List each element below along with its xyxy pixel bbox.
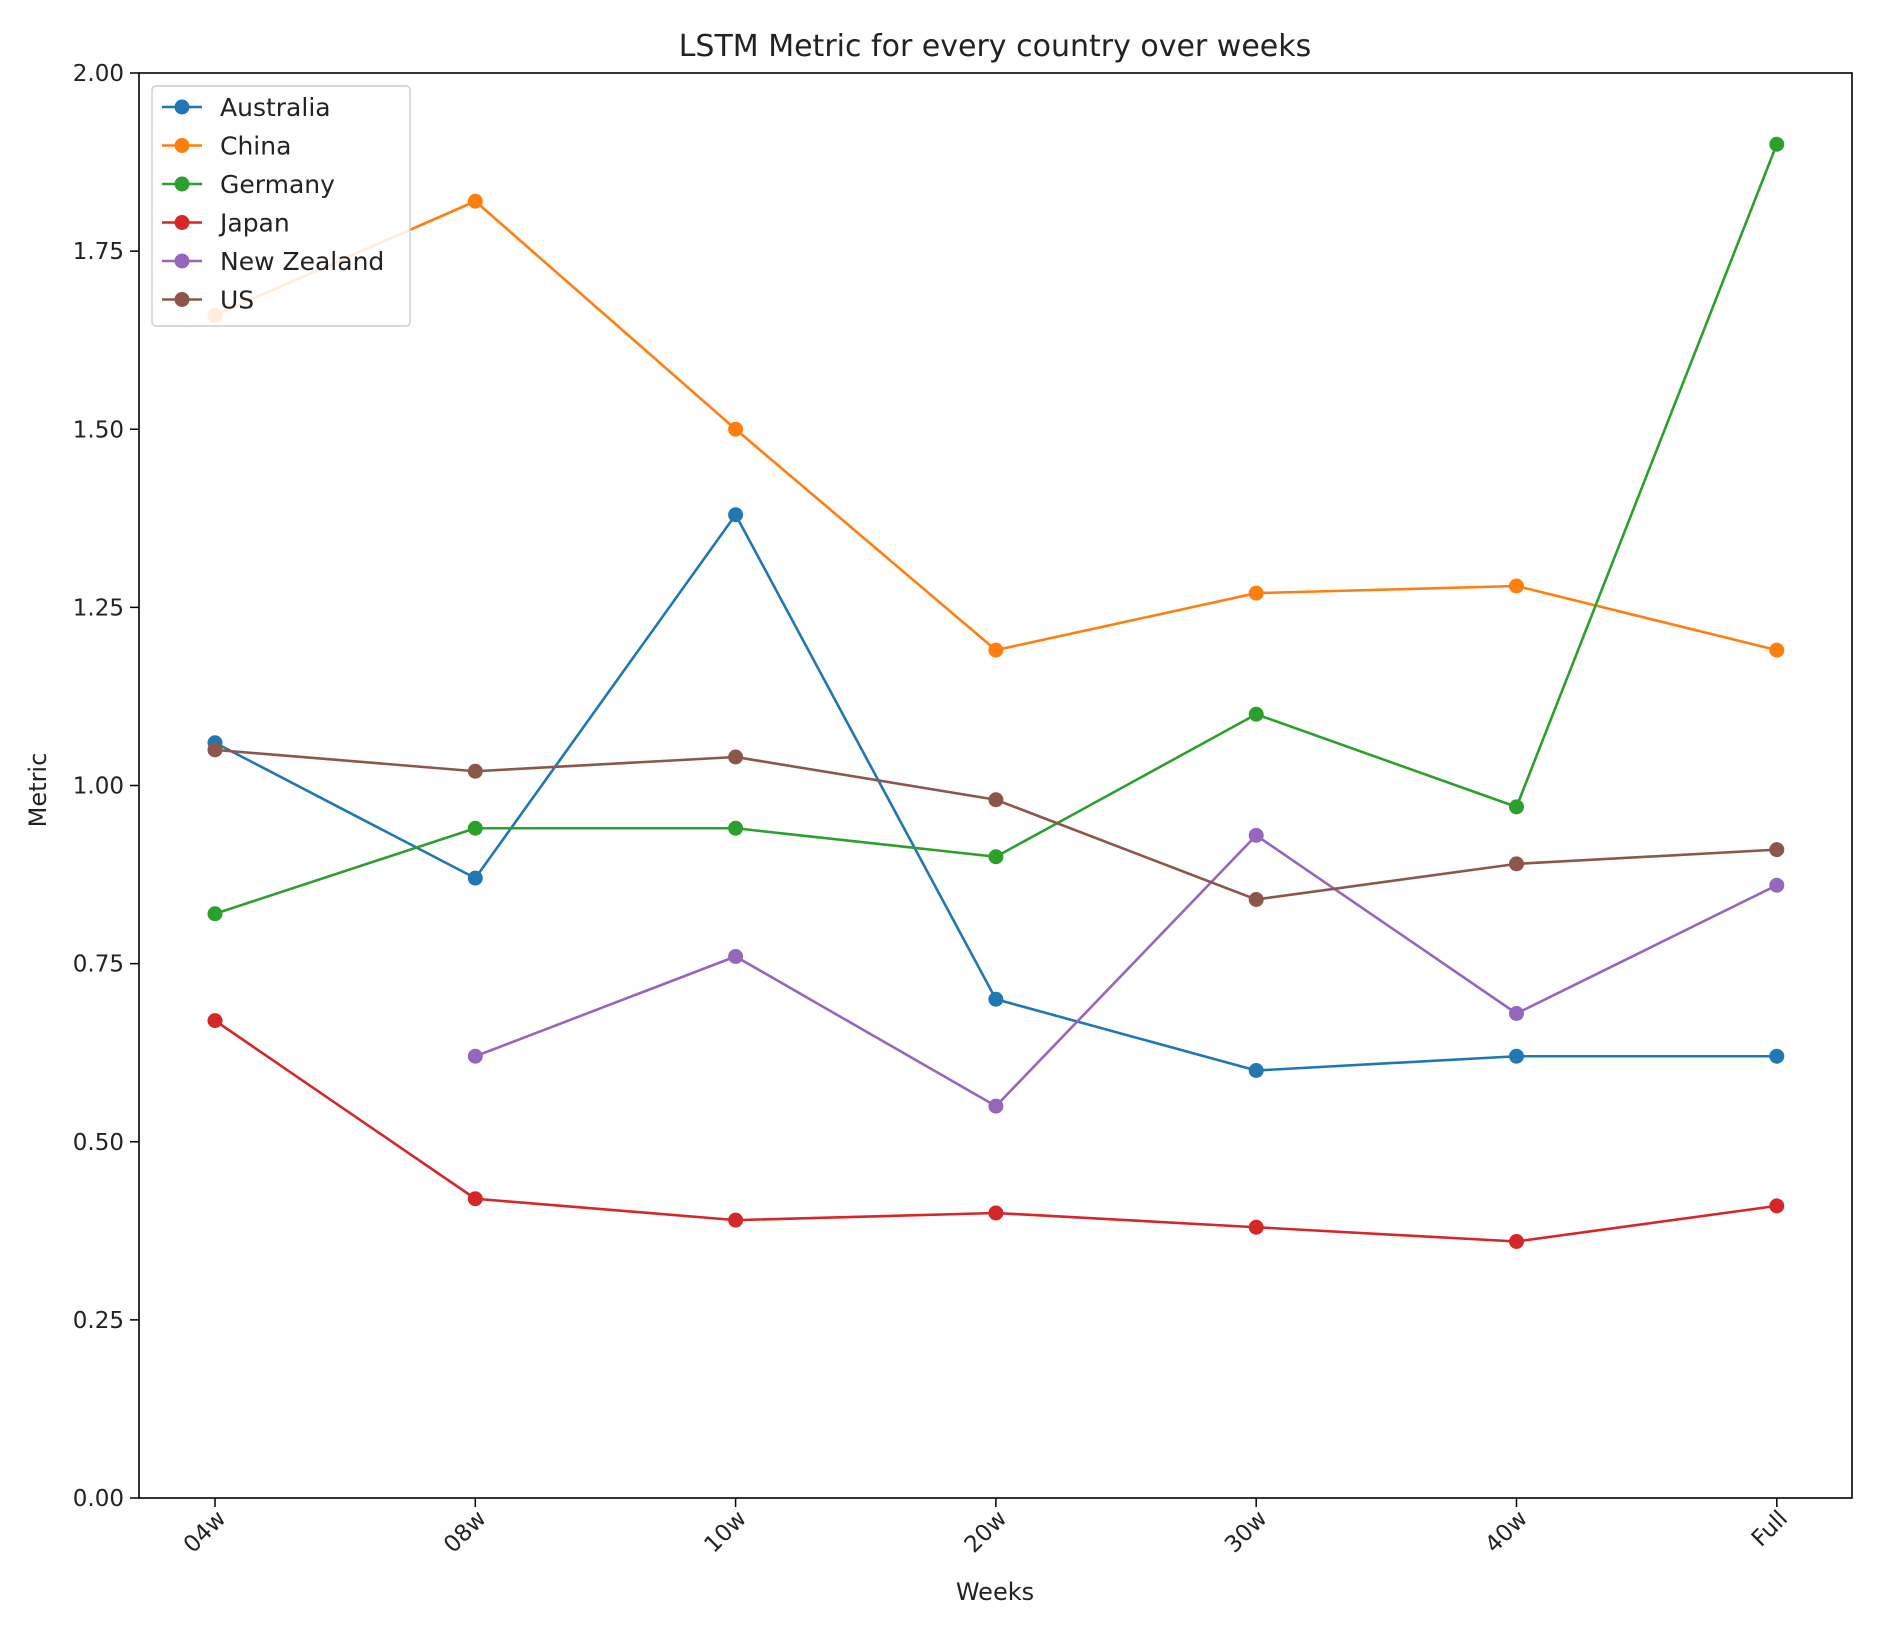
data-point-germany: [728, 820, 744, 836]
x-tick-label: Full: [1747, 1506, 1793, 1552]
legend-swatch-marker: [174, 138, 190, 153]
legend-box: [151, 85, 411, 327]
legend-label: US: [220, 286, 254, 315]
data-point-japan: [467, 1191, 483, 1207]
data-point-china: [467, 193, 483, 209]
data-point-new-zealand: [467, 1048, 483, 1064]
y-tick-label: 0.75: [73, 952, 124, 978]
data-point-germany: [467, 820, 483, 836]
y-tick-label: 0.50: [73, 1130, 124, 1156]
plot-frame: [138, 72, 1853, 1499]
series-china: [207, 193, 1785, 658]
y-axis-ticks: 0.00 0.25 0.50 0.75 1.00 1.25 1.50 1.75 2.00: [73, 61, 139, 1512]
y-tick-label: 1.75: [73, 239, 124, 265]
data-point-germany: [1248, 706, 1264, 722]
data-point-germany: [1769, 136, 1785, 152]
y-tick-label: 1.50: [73, 417, 124, 443]
legend-label: Australia: [220, 93, 331, 122]
data-point-new-zealand: [1769, 877, 1785, 893]
data-point-australia: [1248, 1063, 1264, 1078]
x-axis-ticks: 04w 08w 10w 20w 30w 40w Full: [179, 1498, 1793, 1558]
series-us: [207, 742, 1785, 907]
data-point-china: [988, 642, 1004, 658]
data-point-australia: [467, 870, 483, 886]
legend-label: New Zealand: [220, 247, 384, 276]
data-point-us: [728, 749, 744, 765]
data-point-us: [1509, 856, 1524, 872]
data-point-germany: [1509, 799, 1524, 815]
data-point-china: [1769, 642, 1785, 658]
legend-label: China: [220, 132, 291, 161]
chart-title: LSTM Metric for every country over weeks: [679, 29, 1312, 64]
series-layer: [207, 136, 1785, 1249]
data-point-australia: [728, 507, 744, 523]
series-japan: [207, 1013, 1785, 1249]
data-point-us: [1248, 892, 1264, 907]
data-point-japan: [207, 1013, 223, 1029]
y-axis-title: Metric: [24, 753, 52, 828]
data-point-australia: [988, 991, 1004, 1007]
data-point-japan: [728, 1212, 744, 1228]
y-tick-label: 1.25: [73, 595, 124, 621]
x-tick-label: 10w: [699, 1506, 751, 1558]
series-line-china: [214, 199, 1778, 652]
data-point-new-zealand: [728, 949, 744, 964]
x-tick-label: 04w: [179, 1506, 231, 1558]
legend-label: Japan: [218, 209, 290, 238]
data-point-germany: [988, 849, 1004, 865]
x-tick-label: 30w: [1220, 1506, 1272, 1558]
data-point-china: [728, 421, 744, 437]
data-point-australia: [1509, 1048, 1524, 1064]
series-line-new-zealand: [474, 834, 1778, 1108]
data-point-germany: [207, 906, 223, 922]
data-point-new-zealand: [1248, 827, 1264, 843]
y-tick-label: 1.00: [73, 774, 124, 800]
series-germany: [207, 136, 1785, 922]
data-point-us: [1769, 842, 1785, 858]
x-tick-label: 08w: [439, 1506, 491, 1558]
data-point-china: [1509, 578, 1524, 594]
data-point-new-zealand: [988, 1098, 1004, 1114]
data-point-us: [988, 792, 1004, 808]
data-point-japan: [1248, 1219, 1264, 1235]
legend-swatch-marker: [174, 99, 190, 115]
legend-swatch-marker: [174, 292, 190, 307]
data-point-us: [207, 742, 223, 758]
legend-swatch-marker: [174, 176, 190, 192]
x-axis-title: Weeks: [956, 1578, 1034, 1606]
y-tick-label: 0.00: [73, 1486, 124, 1512]
legend: Australia China Germany Japan New Zealand US: [151, 85, 411, 327]
legend-swatch-marker: [174, 253, 190, 269]
data-point-japan: [1509, 1234, 1524, 1249]
data-point-japan: [988, 1205, 1004, 1221]
x-tick-label: 40w: [1480, 1506, 1532, 1558]
y-tick-label: 0.25: [73, 1308, 124, 1334]
data-point-us: [467, 763, 483, 779]
x-tick-label: 20w: [960, 1506, 1012, 1558]
data-point-new-zealand: [1509, 1006, 1524, 1021]
series-new-zealand: [467, 827, 1785, 1114]
data-point-australia: [1769, 1048, 1785, 1064]
y-tick-label: 2.00: [73, 61, 124, 87]
legend-label: Germany: [220, 170, 335, 199]
legend-swatch-marker: [174, 215, 190, 230]
series-line-us: [214, 748, 1777, 901]
data-point-japan: [1769, 1198, 1785, 1214]
data-point-china: [1248, 585, 1264, 601]
